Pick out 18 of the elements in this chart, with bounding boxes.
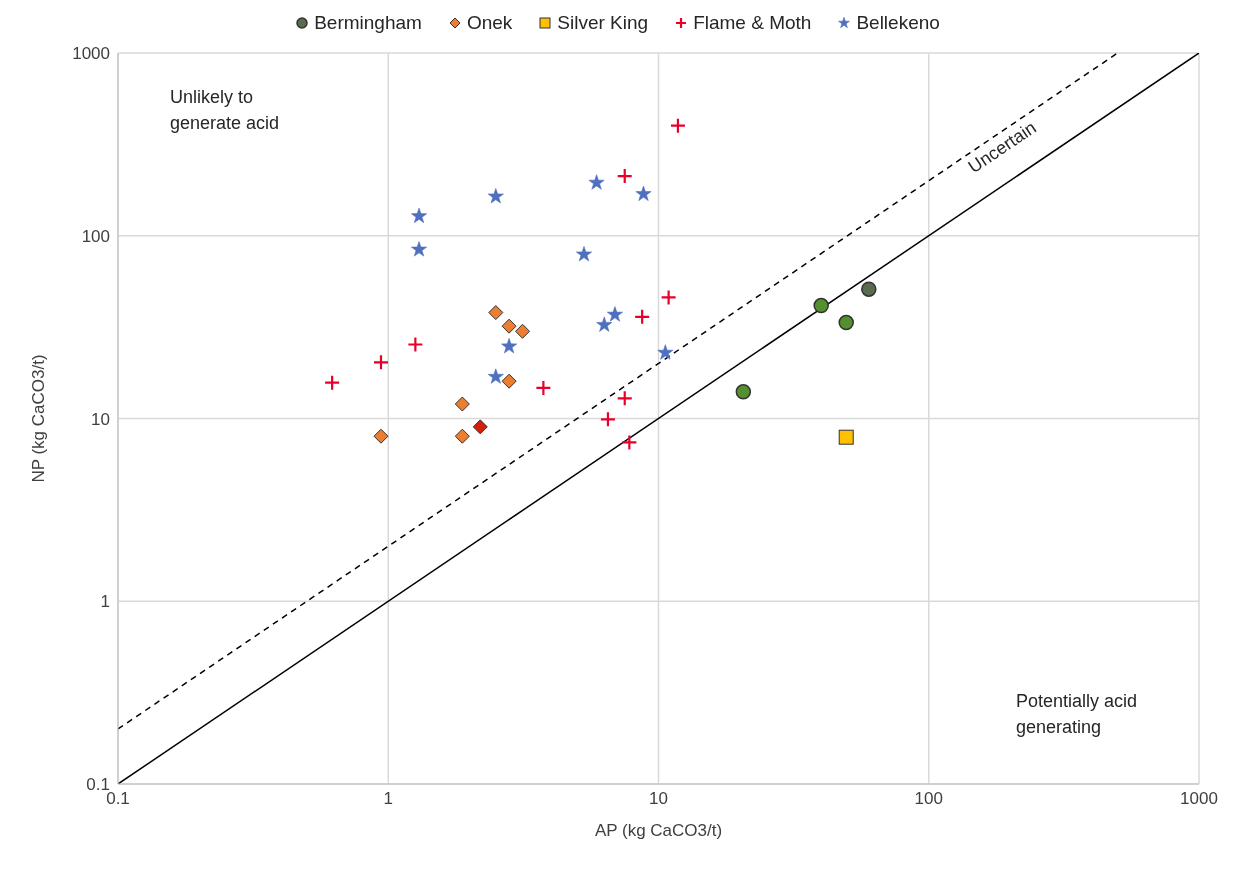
- legend-label: Bellekeno: [856, 12, 940, 34]
- annotation: Unlikely to generate acid: [170, 86, 281, 135]
- legend-label: Silver King: [557, 12, 649, 34]
- y-tick-label: 1000: [72, 44, 110, 64]
- x-tick-label: 1000: [1180, 789, 1218, 809]
- x-tick-label: 10: [649, 789, 668, 809]
- x-tick-label: 0.1: [106, 789, 130, 809]
- y-tick-label: 1: [100, 592, 110, 612]
- legend-label: Flame & Moth: [693, 12, 812, 34]
- y-tick-label: 10: [91, 409, 110, 429]
- legend-label: Onek: [466, 12, 513, 34]
- annotation: Potentially acid generating: [1016, 690, 1139, 739]
- x-axis-title: AP (kg CaCO3/t): [594, 821, 723, 840]
- legend-label: Bermingham: [314, 12, 422, 34]
- x-tick-label: 1: [383, 789, 393, 809]
- y-axis-title: NP (kg CaCO3/t): [29, 354, 49, 483]
- y-tick-label: 100: [81, 226, 110, 246]
- x-tick-label: 100: [914, 789, 943, 809]
